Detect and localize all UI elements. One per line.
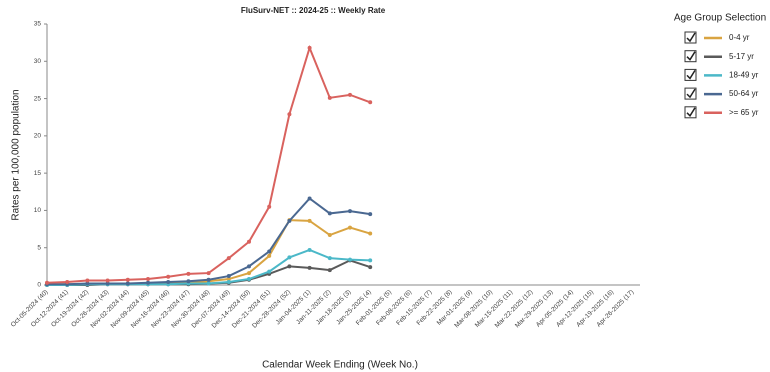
legend-check: [686, 70, 696, 80]
data-point: [307, 45, 312, 50]
legend-label: 50-64 yr: [729, 89, 759, 98]
legend-check: [686, 51, 696, 61]
y-tick-label: 30: [34, 58, 42, 65]
data-point: [186, 279, 191, 284]
data-point: [327, 95, 332, 100]
data-point: [226, 277, 231, 282]
x-tick-label: Apr-26-2025 (17): [595, 289, 635, 329]
data-point: [287, 255, 292, 260]
data-point: [307, 265, 312, 270]
y-tick-label: 35: [34, 21, 42, 28]
data-point: [45, 280, 49, 285]
data-point: [206, 281, 211, 286]
x-axis-label: Calendar Week Ending (Week No.): [262, 360, 418, 371]
data-point: [247, 277, 251, 282]
y-tick-label: 15: [34, 170, 42, 177]
data-point: [105, 278, 110, 283]
x-tick-label: Feb-22-2025 (8): [415, 289, 453, 327]
legend-checkbox[interactable]: [684, 87, 697, 100]
data-point: [85, 278, 90, 283]
legend-checkbox[interactable]: [684, 68, 697, 81]
data-point: [267, 253, 272, 258]
data-point: [368, 265, 373, 270]
data-point: [85, 281, 90, 286]
data-point: [226, 256, 231, 261]
data-point: [166, 280, 171, 285]
data-point: [125, 281, 130, 286]
x-tick-label: Feb-15-2025 (7): [395, 289, 433, 327]
data-point: [368, 100, 373, 105]
y-tick-label: 10: [34, 207, 42, 214]
data-point: [287, 112, 292, 117]
legend-title: Age Group Selection: [674, 13, 766, 24]
y-tick-label: 20: [34, 133, 42, 140]
data-point: [348, 209, 352, 214]
data-point: [206, 271, 211, 276]
data-point: [226, 280, 231, 285]
data-point: [368, 212, 373, 217]
legend-checkbox[interactable]: [684, 106, 697, 119]
data-point: [267, 204, 272, 209]
legend-label: 0-4 yr: [729, 33, 750, 42]
data-point: [247, 264, 251, 269]
data-point: [327, 211, 332, 216]
data-point: [368, 258, 373, 263]
data-point: [287, 218, 292, 223]
data-point: [125, 277, 130, 282]
legend-label: 5-17 yr: [729, 52, 754, 61]
data-point: [186, 271, 191, 276]
data-point: [166, 274, 171, 279]
legend-checkbox[interactable]: [684, 50, 697, 63]
data-point: [65, 280, 70, 285]
data-point: [267, 269, 272, 274]
chart-title: FluSurv-NET :: 2024-25 :: Weekly Rate: [241, 6, 386, 15]
data-point: [267, 249, 272, 254]
y-tick-label: 5: [37, 244, 41, 251]
legend-check: [686, 32, 696, 43]
data-point: [287, 264, 292, 269]
data-point: [348, 92, 352, 97]
data-point: [206, 277, 211, 282]
data-point: [105, 281, 110, 286]
y-axis-label: Rates per 100,000 population: [11, 89, 22, 220]
y-tick-label: 0: [37, 282, 41, 289]
data-point: [226, 274, 231, 279]
data-point: [247, 239, 251, 244]
series-line: [46, 44, 371, 284]
legend-check: [686, 107, 696, 117]
legend-checkbox[interactable]: [684, 31, 697, 44]
data-point: [327, 268, 332, 273]
data-point: [247, 271, 251, 276]
data-point: [368, 231, 373, 236]
legend-label: >= 65 yr: [729, 108, 759, 117]
data-point: [307, 196, 312, 201]
y-tick-label: 25: [34, 95, 42, 102]
legend-check: [686, 88, 696, 99]
data-point: [348, 257, 352, 262]
x-tick-label: Mar-01-2025 (9): [436, 289, 474, 327]
data-point: [146, 277, 150, 282]
data-point: [348, 225, 352, 230]
data-point: [307, 247, 312, 252]
data-point: [307, 218, 312, 223]
data-point: [327, 256, 332, 261]
data-point: [327, 233, 332, 238]
x-tick-label: Feb-01-2025 (5): [355, 289, 393, 327]
data-point: [146, 280, 150, 285]
legend-label: 18-49 yr: [729, 71, 759, 80]
x-tick-label: Feb-08-2025 (6): [375, 289, 413, 327]
